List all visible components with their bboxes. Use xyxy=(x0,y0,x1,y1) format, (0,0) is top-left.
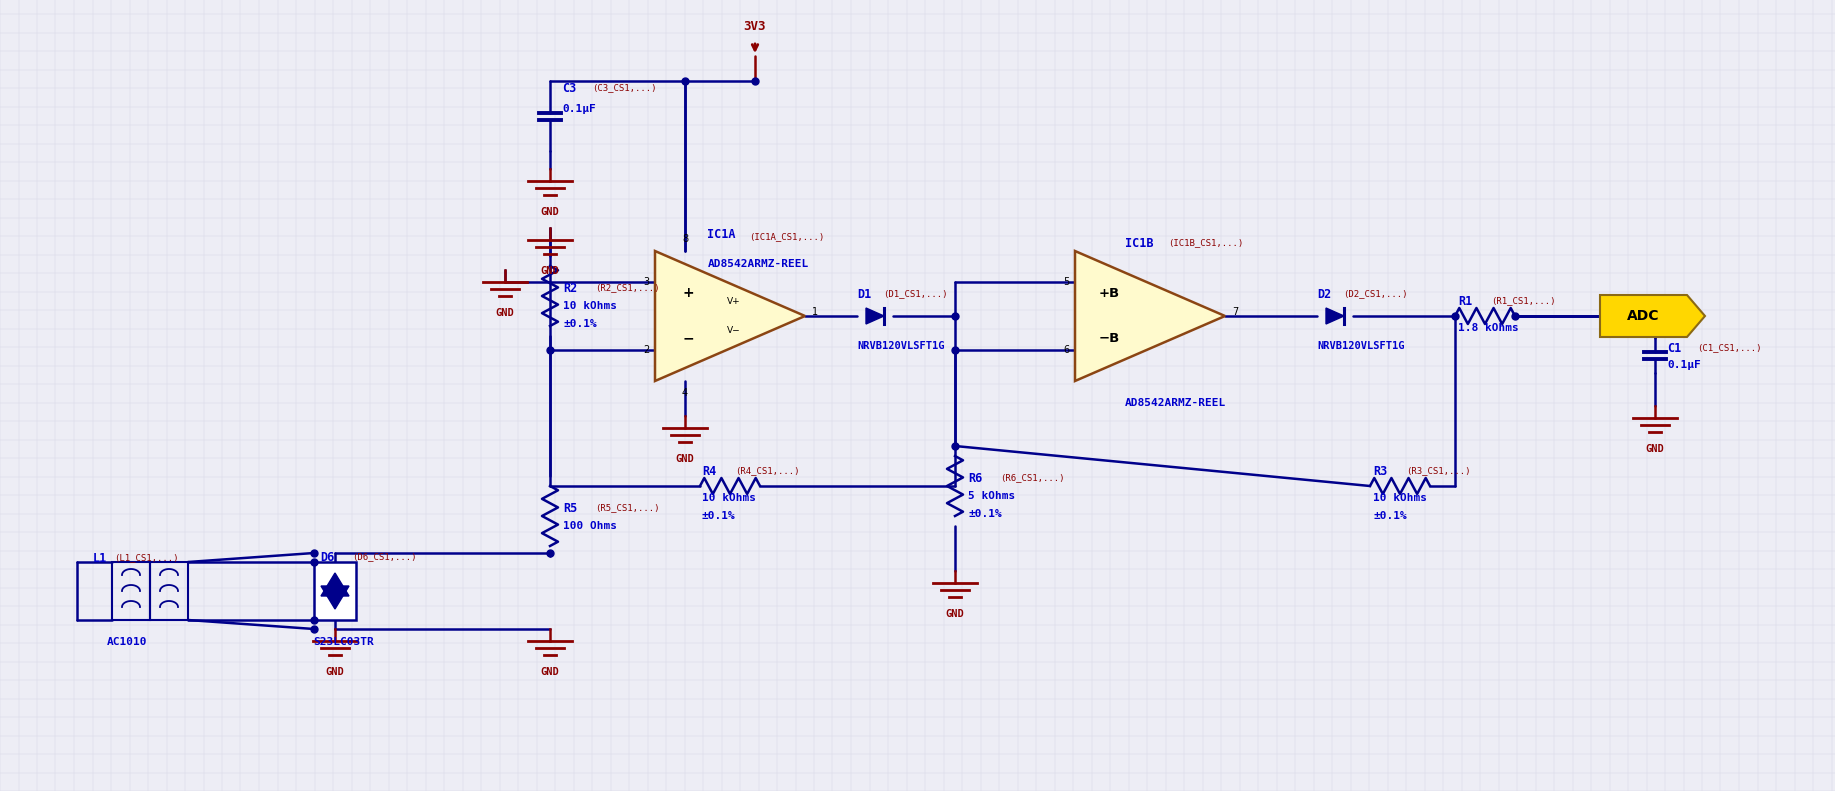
Text: 2: 2 xyxy=(642,345,650,355)
Text: (D1_CS1,...): (D1_CS1,...) xyxy=(883,290,947,298)
Text: −B: −B xyxy=(1097,332,1119,345)
Text: R3: R3 xyxy=(1373,464,1387,478)
Text: AD8542ARMZ-REEL: AD8542ARMZ-REEL xyxy=(708,259,809,269)
Text: GND: GND xyxy=(675,454,694,464)
Text: 8: 8 xyxy=(683,234,688,244)
Text: ±0.1%: ±0.1% xyxy=(1373,511,1407,521)
Text: R1: R1 xyxy=(1459,294,1472,308)
Text: ADC: ADC xyxy=(1628,309,1659,323)
Text: D6: D6 xyxy=(319,551,334,563)
Text: V−: V− xyxy=(727,326,741,335)
Bar xyxy=(150,562,187,620)
Bar xyxy=(112,562,150,620)
Text: (R6_CS1,...): (R6_CS1,...) xyxy=(1000,474,1064,483)
Text: 4: 4 xyxy=(683,388,688,398)
Polygon shape xyxy=(655,251,806,381)
Text: S23LC03TR: S23LC03TR xyxy=(314,637,374,647)
Text: 5: 5 xyxy=(1062,277,1070,287)
Text: +: + xyxy=(683,286,695,301)
Text: C3: C3 xyxy=(562,81,576,94)
Text: ±0.1%: ±0.1% xyxy=(703,511,736,521)
Text: (R5_CS1,...): (R5_CS1,...) xyxy=(595,504,659,513)
Text: 10 kOhms: 10 kOhms xyxy=(703,493,756,503)
Text: GND: GND xyxy=(325,667,345,677)
Text: (R1_CS1,...): (R1_CS1,...) xyxy=(1492,297,1556,305)
Text: ±0.1%: ±0.1% xyxy=(969,509,1002,519)
Text: NRVB120VLSFT1G: NRVB120VLSFT1G xyxy=(857,341,945,351)
Text: 100 Ohms: 100 Ohms xyxy=(563,521,617,531)
Text: GND: GND xyxy=(541,266,560,276)
Text: NRVB120VLSFT1G: NRVB120VLSFT1G xyxy=(1318,341,1404,351)
Text: (R2_CS1,...): (R2_CS1,...) xyxy=(595,283,659,293)
Text: AC1010: AC1010 xyxy=(106,637,147,647)
Text: (IC1A_CS1,...): (IC1A_CS1,...) xyxy=(749,232,824,241)
Text: (C1_CS1,...): (C1_CS1,...) xyxy=(1697,343,1762,353)
Text: R5: R5 xyxy=(563,501,578,514)
Text: (L1_CS1,...): (L1_CS1,...) xyxy=(114,554,178,562)
Polygon shape xyxy=(1327,308,1343,324)
Text: 3: 3 xyxy=(642,277,650,287)
Polygon shape xyxy=(866,308,884,324)
Text: GND: GND xyxy=(541,207,560,217)
Text: C1: C1 xyxy=(1666,342,1681,354)
Text: (R4_CS1,...): (R4_CS1,...) xyxy=(736,467,800,475)
Text: V+: V+ xyxy=(727,297,741,306)
Text: 0.1μF: 0.1μF xyxy=(1666,360,1701,370)
Text: D1: D1 xyxy=(857,287,872,301)
Text: D2: D2 xyxy=(1318,287,1330,301)
Text: R6: R6 xyxy=(969,471,982,485)
Bar xyxy=(314,562,356,620)
Text: (D2_CS1,...): (D2_CS1,...) xyxy=(1343,290,1407,298)
Text: ±0.1%: ±0.1% xyxy=(563,319,596,329)
Text: GND: GND xyxy=(495,308,514,318)
Text: (D6_CS1,...): (D6_CS1,...) xyxy=(352,552,417,562)
Text: 0.1μF: 0.1μF xyxy=(562,104,596,114)
Text: 7: 7 xyxy=(1231,307,1239,317)
Polygon shape xyxy=(321,586,349,609)
Text: R2: R2 xyxy=(563,282,578,294)
Text: IC1A: IC1A xyxy=(708,228,736,241)
Text: 3V3: 3V3 xyxy=(743,20,767,33)
Text: 10 kOhms: 10 kOhms xyxy=(563,301,617,311)
Text: (IC1B_CS1,...): (IC1B_CS1,...) xyxy=(1169,239,1244,248)
Text: L1: L1 xyxy=(94,551,106,565)
Text: 1.8 kOhms: 1.8 kOhms xyxy=(1459,323,1519,333)
Text: R4: R4 xyxy=(703,464,716,478)
Text: +B: +B xyxy=(1097,287,1119,300)
Text: 1: 1 xyxy=(813,307,818,317)
Text: (C3_CS1,...): (C3_CS1,...) xyxy=(593,84,657,93)
Text: AD8542ARMZ-REEL: AD8542ARMZ-REEL xyxy=(1125,398,1226,408)
Text: (R3_CS1,...): (R3_CS1,...) xyxy=(1406,467,1470,475)
Text: 5 kOhms: 5 kOhms xyxy=(969,491,1015,501)
Text: 10 kOhms: 10 kOhms xyxy=(1373,493,1428,503)
Polygon shape xyxy=(1075,251,1226,381)
Text: IC1B: IC1B xyxy=(1125,237,1154,249)
Text: GND: GND xyxy=(1646,444,1664,454)
Polygon shape xyxy=(1600,295,1705,337)
Text: 6: 6 xyxy=(1062,345,1070,355)
Polygon shape xyxy=(321,573,349,596)
Text: GND: GND xyxy=(945,609,965,619)
Text: −: − xyxy=(683,331,695,346)
Text: GND: GND xyxy=(541,667,560,677)
